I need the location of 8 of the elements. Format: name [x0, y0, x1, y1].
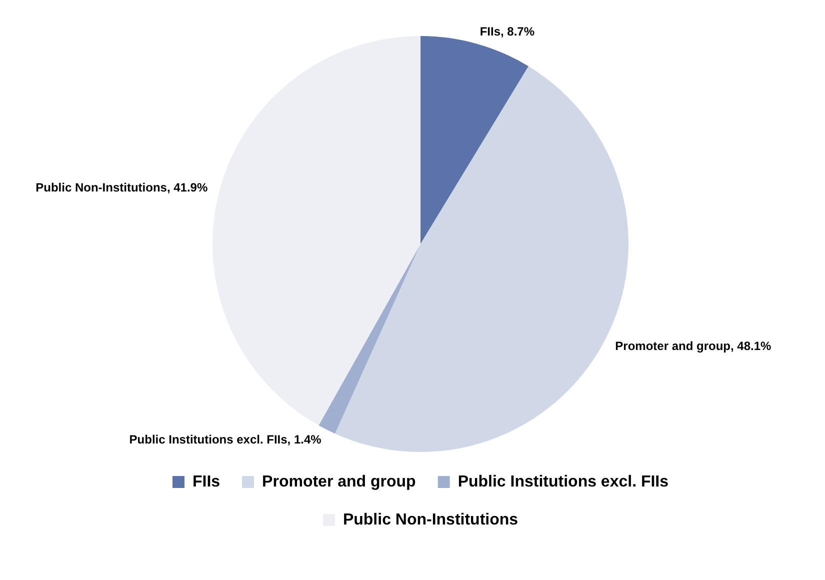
data-label: Public Institutions excl. FIIs, 1.4%	[129, 432, 322, 447]
legend-label: FIIs	[192, 473, 220, 490]
data-label: Promoter and group, 48.1%	[615, 338, 772, 353]
data-label: FIIs, 8.7%	[480, 24, 535, 38]
legend-label: Promoter and group	[262, 473, 416, 490]
legend-label: Public Non-Institutions	[342, 511, 518, 528]
data-label: Public Non-Institutions, 41.9%	[36, 180, 208, 195]
legend-label: Public Institutions excl. FIIs	[458, 473, 669, 490]
